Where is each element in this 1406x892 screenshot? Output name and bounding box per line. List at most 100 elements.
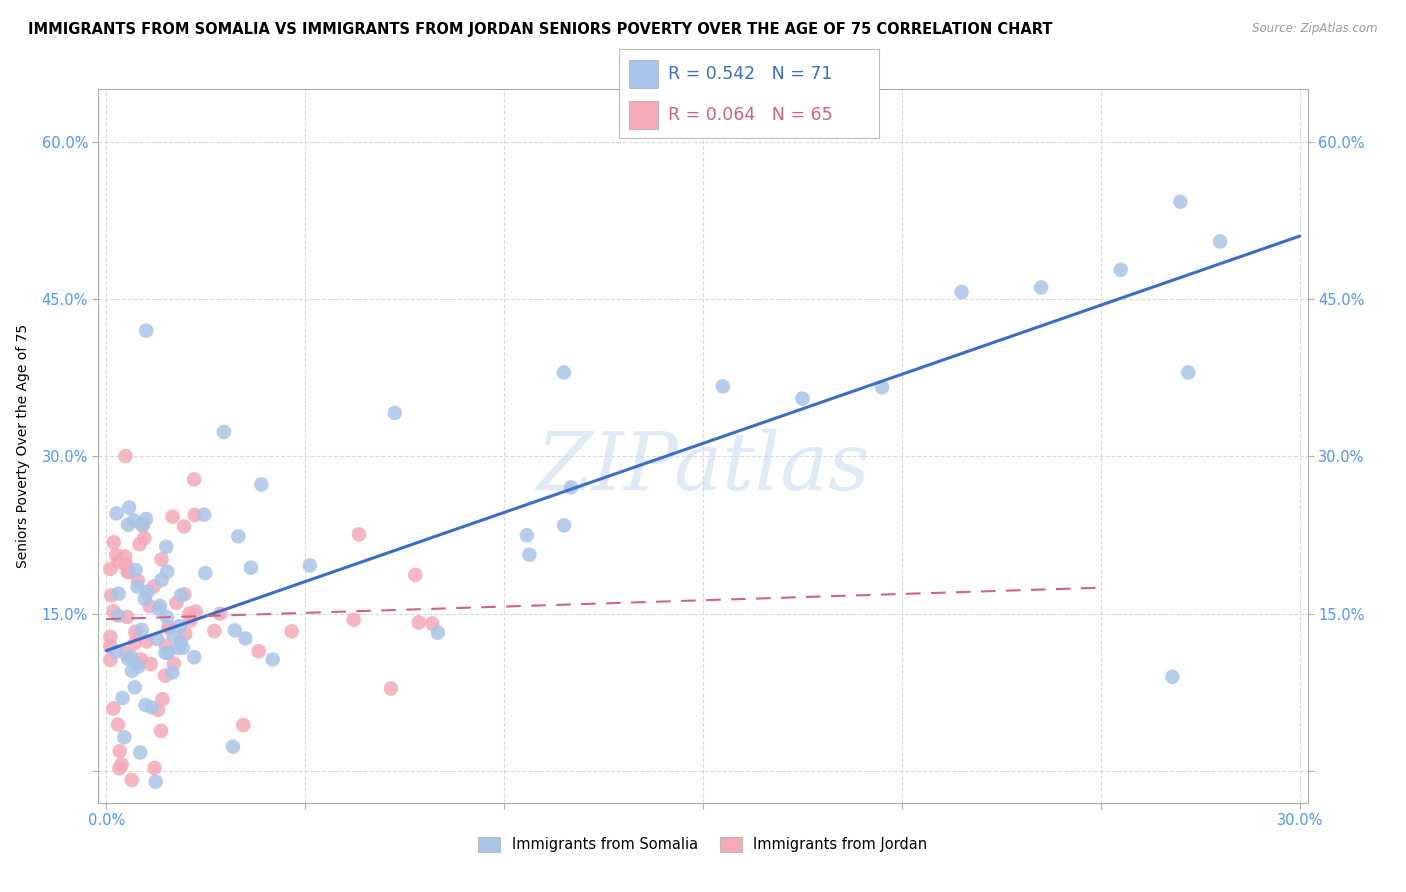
Point bbox=[156, 565, 179, 579]
Text: R = 0.542   N = 71: R = 0.542 N = 71 bbox=[668, 65, 832, 83]
Point bbox=[138, 599, 160, 614]
Point bbox=[174, 627, 197, 641]
Point bbox=[105, 548, 128, 562]
FancyBboxPatch shape bbox=[628, 101, 658, 129]
Point bbox=[103, 535, 125, 549]
Point bbox=[1168, 194, 1191, 209]
Point bbox=[141, 700, 163, 714]
Point bbox=[162, 509, 184, 524]
Point bbox=[193, 508, 215, 522]
Point bbox=[134, 698, 156, 712]
Point bbox=[114, 449, 136, 463]
Point bbox=[156, 610, 179, 624]
Point bbox=[167, 640, 190, 655]
Point bbox=[122, 514, 145, 528]
Point bbox=[250, 477, 273, 491]
Point bbox=[384, 406, 406, 420]
Point bbox=[114, 647, 136, 661]
Point bbox=[343, 613, 366, 627]
Point bbox=[146, 703, 169, 717]
Point bbox=[420, 616, 443, 631]
Point bbox=[560, 480, 582, 494]
Point bbox=[150, 552, 173, 566]
Point bbox=[155, 540, 177, 554]
Point bbox=[128, 537, 150, 551]
Point bbox=[115, 558, 138, 572]
Point bbox=[153, 668, 176, 682]
Point bbox=[131, 518, 153, 533]
Point bbox=[117, 565, 139, 579]
Point bbox=[157, 620, 180, 634]
Point bbox=[124, 680, 146, 694]
Point bbox=[950, 285, 973, 299]
Point bbox=[222, 739, 245, 754]
Point bbox=[247, 644, 270, 658]
Point bbox=[553, 366, 575, 380]
Point bbox=[107, 717, 129, 731]
Point bbox=[155, 639, 177, 653]
Point bbox=[115, 610, 138, 624]
Point bbox=[239, 560, 262, 574]
Point bbox=[157, 621, 180, 635]
Point bbox=[228, 529, 250, 543]
Point bbox=[262, 652, 284, 666]
Point bbox=[124, 636, 146, 650]
Point bbox=[127, 659, 149, 673]
Point bbox=[127, 574, 149, 588]
Point bbox=[121, 772, 143, 787]
Point bbox=[184, 605, 207, 619]
Point bbox=[114, 549, 136, 564]
Legend: Immigrants from Somalia, Immigrants from Jordan: Immigrants from Somalia, Immigrants from… bbox=[471, 830, 935, 860]
Point bbox=[118, 500, 141, 515]
Point bbox=[347, 527, 370, 541]
Point bbox=[107, 608, 129, 623]
Point bbox=[194, 566, 217, 580]
Point bbox=[145, 774, 167, 789]
Point bbox=[107, 587, 129, 601]
Point bbox=[98, 640, 121, 654]
Text: Source: ZipAtlas.com: Source: ZipAtlas.com bbox=[1253, 22, 1378, 36]
Point bbox=[163, 657, 186, 671]
Point bbox=[105, 507, 128, 521]
Point bbox=[98, 630, 121, 644]
Point bbox=[156, 646, 179, 660]
Point bbox=[129, 746, 152, 760]
Point bbox=[212, 425, 235, 439]
Point bbox=[134, 592, 156, 607]
Point bbox=[232, 718, 254, 732]
Point bbox=[173, 587, 195, 601]
Point bbox=[179, 614, 201, 628]
Point bbox=[139, 657, 162, 671]
Point bbox=[170, 588, 193, 602]
Point bbox=[143, 761, 166, 775]
Point bbox=[1177, 366, 1199, 380]
Point bbox=[105, 645, 128, 659]
Point bbox=[135, 512, 157, 526]
Point bbox=[131, 517, 153, 532]
Point bbox=[298, 558, 321, 573]
FancyBboxPatch shape bbox=[628, 60, 658, 88]
Y-axis label: Seniors Poverty Over the Age of 75: Seniors Poverty Over the Age of 75 bbox=[17, 324, 31, 568]
Point bbox=[146, 632, 169, 646]
Point bbox=[121, 664, 143, 678]
Point bbox=[404, 567, 426, 582]
Point bbox=[110, 757, 132, 772]
Point bbox=[121, 650, 143, 665]
Point bbox=[870, 380, 893, 394]
Point bbox=[162, 628, 184, 642]
Point bbox=[124, 624, 146, 639]
Point bbox=[1109, 262, 1132, 277]
Point bbox=[183, 472, 205, 486]
Point bbox=[1029, 280, 1052, 294]
Point bbox=[711, 379, 734, 393]
Point bbox=[135, 324, 157, 338]
Point bbox=[135, 634, 157, 648]
Point bbox=[150, 573, 173, 587]
Point bbox=[235, 632, 257, 646]
Point bbox=[202, 624, 225, 638]
Point bbox=[117, 517, 139, 532]
Point bbox=[108, 744, 131, 758]
Point bbox=[173, 519, 195, 533]
Text: IMMIGRANTS FROM SOMALIA VS IMMIGRANTS FROM JORDAN SENIORS POVERTY OVER THE AGE O: IMMIGRANTS FROM SOMALIA VS IMMIGRANTS FR… bbox=[28, 22, 1053, 37]
Point bbox=[519, 548, 541, 562]
